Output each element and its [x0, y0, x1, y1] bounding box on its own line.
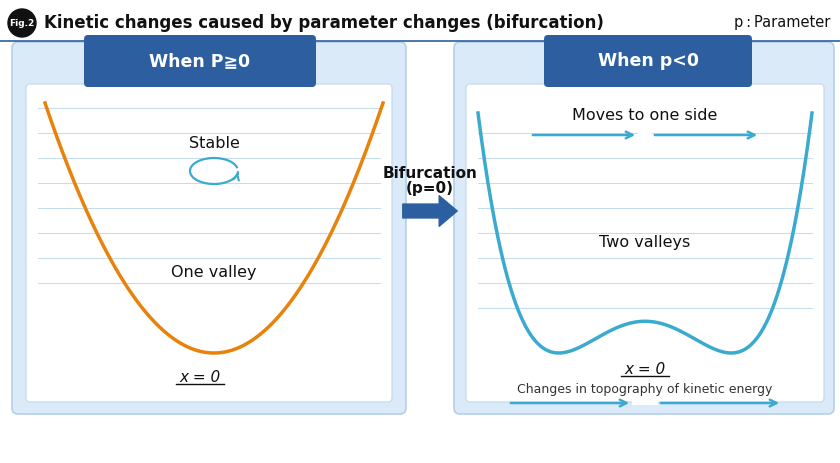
FancyArrowPatch shape: [402, 196, 457, 226]
Text: Moves to one side: Moves to one side: [572, 107, 717, 123]
Text: x = 0: x = 0: [624, 362, 665, 376]
FancyBboxPatch shape: [26, 84, 392, 402]
Text: When p<0: When p<0: [597, 52, 699, 70]
Text: One valley: One valley: [171, 265, 257, 281]
Text: Stable: Stable: [188, 136, 239, 150]
FancyBboxPatch shape: [454, 42, 834, 414]
Text: x = 0: x = 0: [180, 369, 221, 384]
Text: When P≧0: When P≧0: [150, 52, 250, 70]
Text: Two valleys: Two valleys: [600, 236, 690, 250]
Text: Changes in topography of kinetic energy: Changes in topography of kinetic energy: [517, 383, 773, 396]
Text: (p=0): (p=0): [406, 181, 454, 196]
Circle shape: [8, 9, 36, 37]
Text: Fig.2: Fig.2: [9, 19, 34, 27]
FancyBboxPatch shape: [84, 35, 316, 87]
Text: p : Parameter: p : Parameter: [733, 15, 830, 31]
FancyBboxPatch shape: [466, 84, 824, 402]
Text: Kinetic changes caused by parameter changes (bifurcation): Kinetic changes caused by parameter chan…: [44, 14, 604, 32]
FancyBboxPatch shape: [12, 42, 406, 414]
FancyBboxPatch shape: [544, 35, 752, 87]
Text: Bifurcation: Bifurcation: [382, 165, 477, 181]
